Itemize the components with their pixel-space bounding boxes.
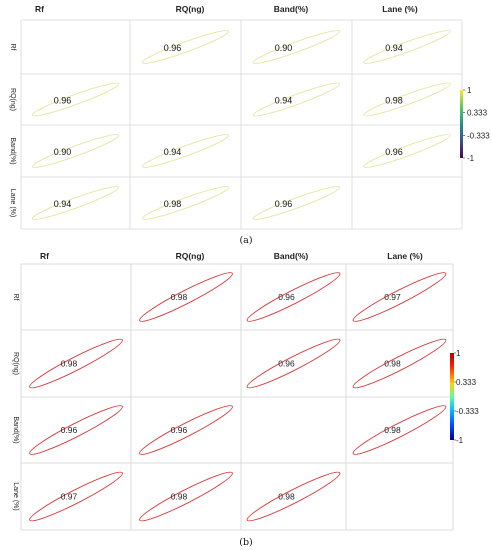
colorbar: [450, 353, 454, 440]
correlation-value: 0.90: [54, 147, 72, 157]
correlation-value: 0.96: [164, 43, 182, 53]
correlation-value: 0.96: [275, 199, 293, 209]
correlation-value: 0.96: [171, 425, 188, 435]
correlation-ellipse: [139, 471, 233, 522]
correlation-value: 0.94: [385, 43, 403, 53]
correlation-ellipse: [252, 186, 341, 220]
correlation-value: 0.98: [384, 425, 401, 435]
correlation-value: 0.97: [61, 492, 78, 502]
correlation-ellipse: [141, 30, 230, 64]
column-header: Rf: [35, 4, 44, 14]
row-label: Band(%): [9, 137, 16, 164]
correlation-ellipse: [363, 82, 451, 117]
correlation-ellipse: [246, 338, 341, 389]
column-header: Band(%): [274, 251, 309, 261]
panel-caption: (b): [239, 537, 253, 548]
correlation-ellipse: [29, 338, 123, 389]
correlation-value: 0.96: [385, 147, 403, 157]
colorbar-tick-label: 0.333: [456, 378, 477, 387]
correlation-ellipse: [252, 82, 341, 117]
correlation-value: 0.98: [385, 96, 403, 106]
correlation-ellipse: [363, 134, 451, 168]
correlation-value: 0.98: [164, 199, 182, 209]
correlation-value: 0.98: [384, 359, 401, 369]
correlation-ellipse: [139, 405, 233, 455]
column-header: Lane (%): [387, 251, 423, 261]
row-label: RQ(ng): [12, 352, 19, 375]
correlation-ellipse: [352, 405, 447, 455]
correlation-value: 0.96: [54, 96, 72, 106]
correlation-value: 0.94: [164, 147, 182, 157]
correlation-ellipse: [352, 272, 447, 322]
correlation-value: 0.98: [61, 359, 78, 369]
panel-b: Rf RQ(ng) Band(%) Lane (%) Rf RQ(ng) Band(%) La…: [12, 251, 479, 548]
correlation-ellipse: [141, 134, 230, 168]
correlation-ellipse: [252, 30, 341, 64]
row-label: RQ(ng): [9, 88, 16, 111]
colorbar-tick-label: -1: [456, 436, 464, 445]
correlation-ellipse: [139, 272, 233, 322]
panel-caption: (a): [239, 235, 252, 246]
colorbar-tick-label: 1: [467, 86, 472, 95]
row-label: Rf: [9, 44, 16, 51]
correlation-ellipse: [246, 272, 341, 322]
correlation-ellipse: [31, 186, 120, 220]
column-header: RQ(ng): [176, 4, 205, 14]
correlation-ellipse: [31, 82, 120, 117]
correlation-ellipse: [141, 186, 230, 220]
row-label: Lane (%): [12, 482, 19, 510]
correlation-value: 0.90: [275, 43, 293, 53]
correlation-ellipse: [246, 471, 341, 522]
column-header: RQ(ng): [176, 251, 205, 261]
correlation-value: 0.94: [275, 96, 293, 106]
colorbar-tick-label: -0.333: [456, 407, 479, 416]
column-header: Rf: [40, 251, 49, 261]
correlation-value: 0.94: [54, 199, 72, 209]
correlation-value: 0.97: [384, 292, 401, 302]
colorbar-tick-label: -0.333: [467, 131, 490, 140]
row-label: Rf: [12, 294, 19, 301]
column-header: Lane (%): [382, 4, 418, 14]
correlation-value: 0.96: [278, 359, 295, 369]
correlation-ellipse: [29, 471, 123, 522]
colorbar-tick-label: 0.333: [467, 109, 488, 118]
colorbar-tick-label: 1: [456, 349, 461, 358]
colorbar-tick-label: -1: [467, 154, 475, 163]
correlation-ellipse: [31, 134, 120, 168]
row-label: Band(%): [12, 416, 19, 443]
row-label: Lane (%): [9, 189, 16, 217]
correlation-value: 0.96: [61, 425, 78, 435]
correlation-value: 0.98: [171, 492, 188, 502]
correlation-ellipse: [29, 405, 123, 455]
correlation-value: 0.96: [278, 292, 295, 302]
colorbar: [460, 90, 463, 158]
correlation-ellipse: [363, 30, 451, 64]
panel-a: Rf RQ(ng) Band(%) Lane (%) Rf RQ(ng) Band(%) La…: [9, 4, 490, 246]
correlation-ellipse: [352, 338, 447, 389]
column-header: Band(%): [274, 4, 309, 14]
correlation-value: 0.98: [278, 492, 295, 502]
correlation-value: 0.98: [171, 292, 188, 302]
